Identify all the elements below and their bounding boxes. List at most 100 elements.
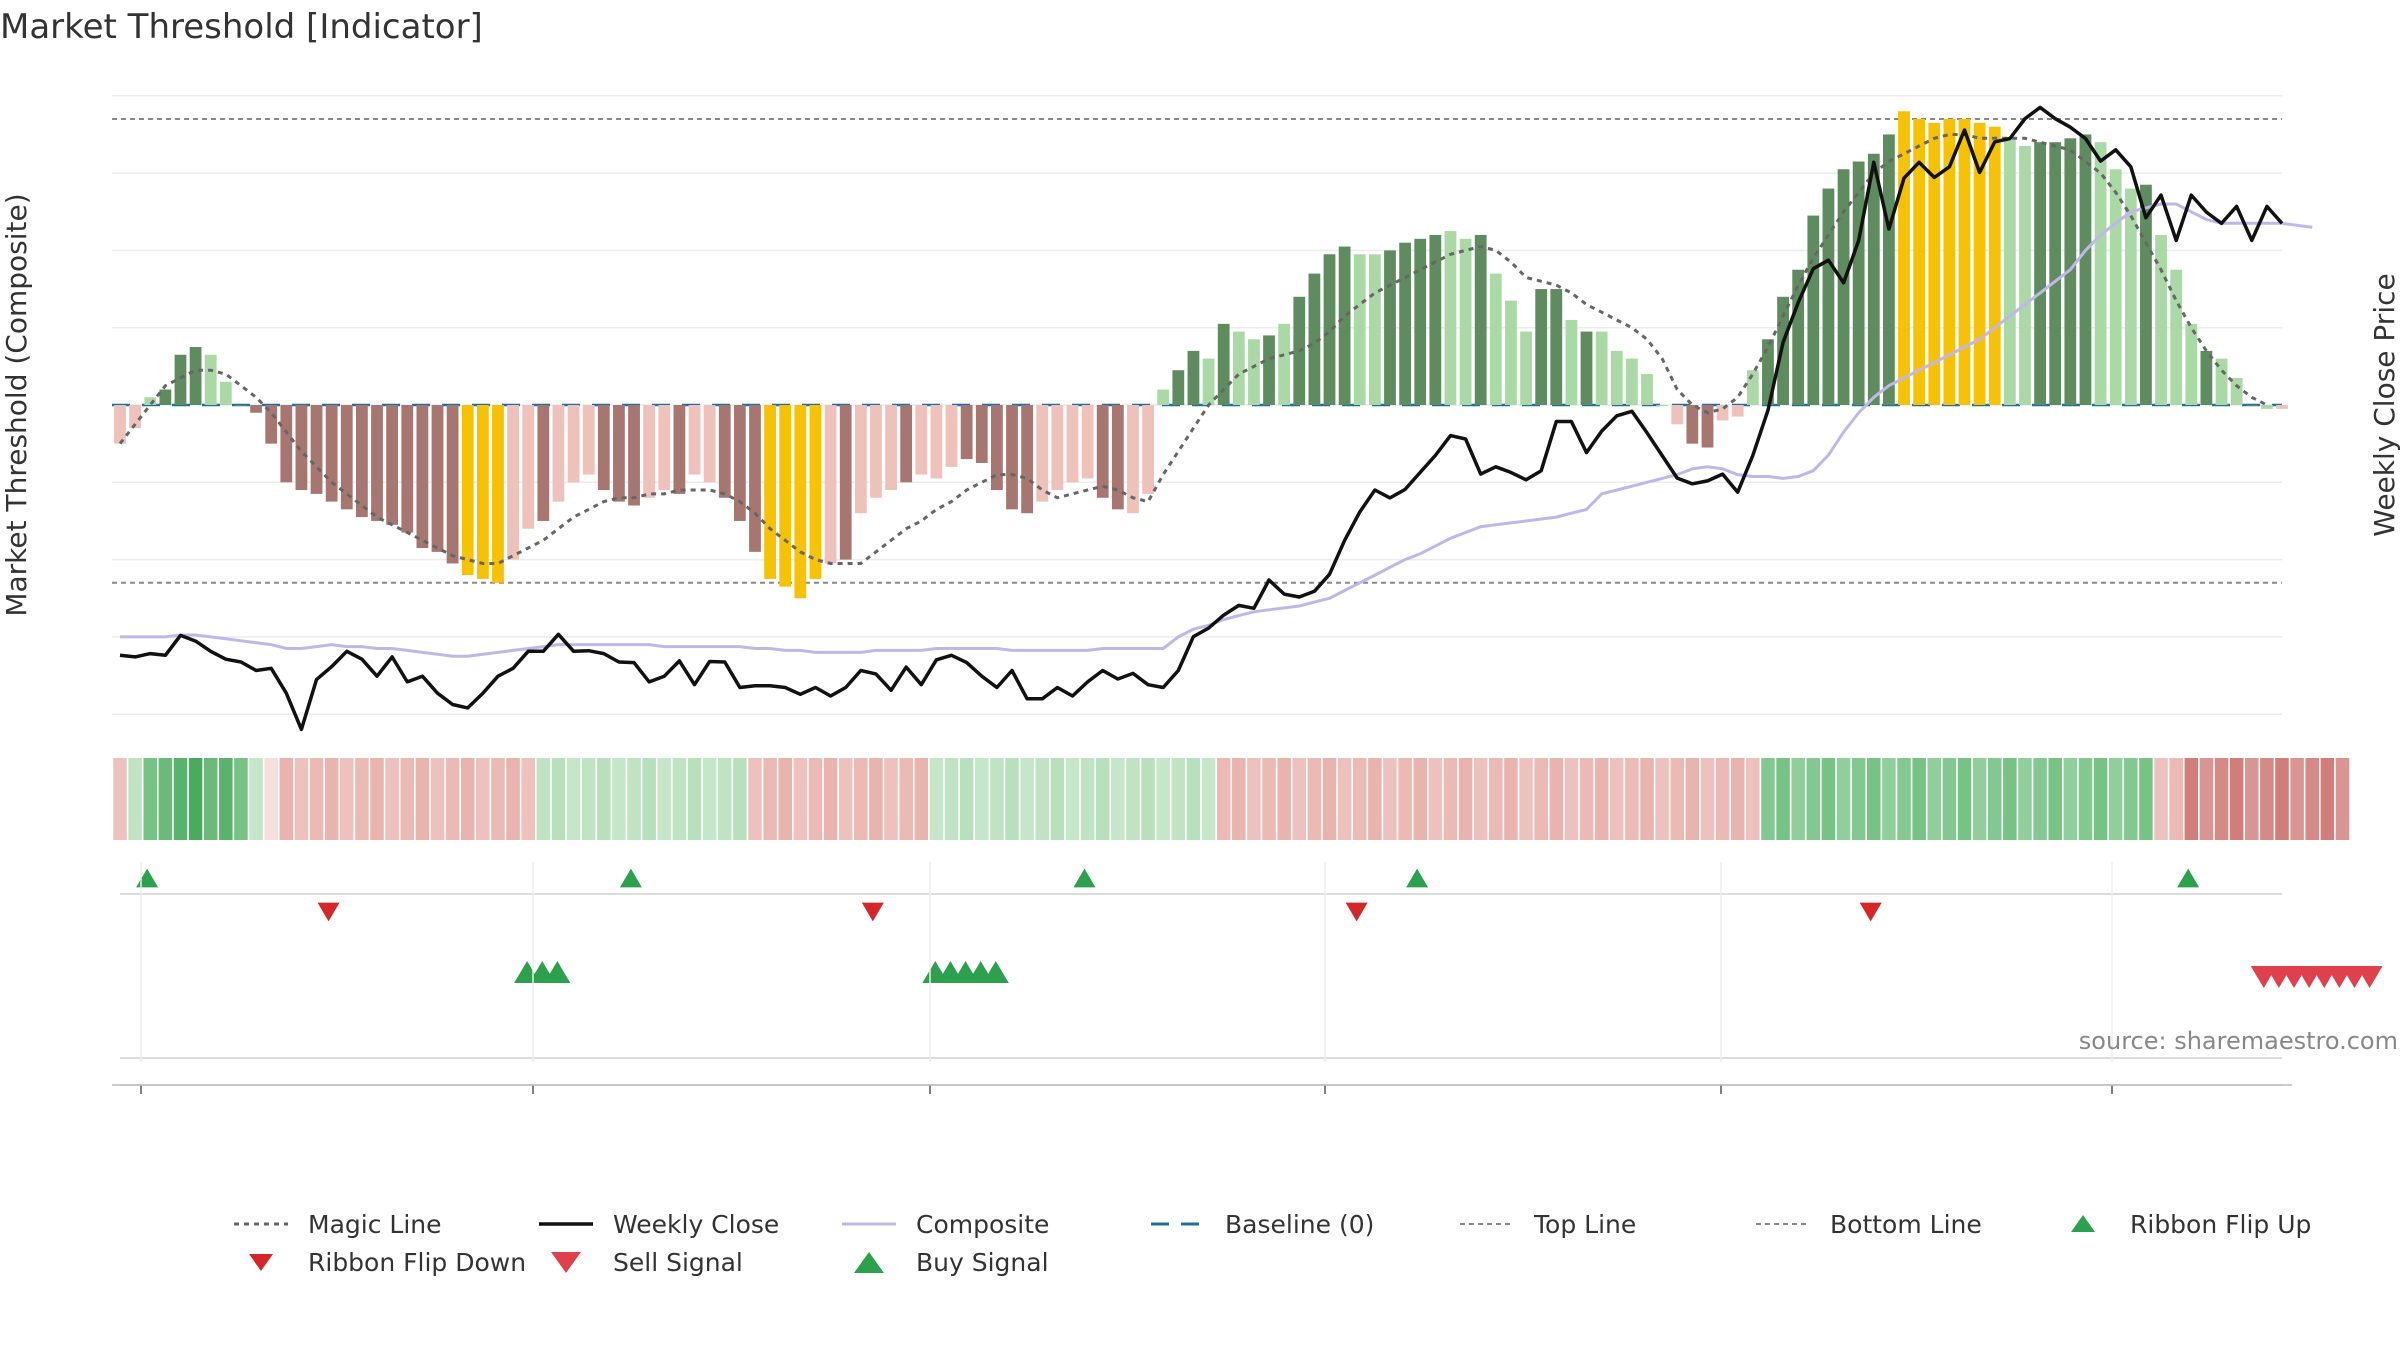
composite-bar xyxy=(975,405,988,463)
ribbon-cell xyxy=(370,758,384,840)
composite-bar xyxy=(1535,289,1548,405)
ribbon-cell xyxy=(2335,758,2350,840)
composite-bar xyxy=(476,405,489,579)
ribbon-cell xyxy=(2184,758,2199,840)
composite-bar xyxy=(930,405,943,479)
ribbon-cell xyxy=(763,758,777,840)
composite-bar xyxy=(960,405,973,460)
ribbon-cell xyxy=(1095,758,1110,840)
ribbon-cell xyxy=(521,758,535,840)
ribbon-cell xyxy=(1519,758,1533,840)
composite-bar xyxy=(2049,142,2062,405)
ribbon-cell xyxy=(702,758,717,840)
legend-item-magic-line: Magic Line xyxy=(230,1206,442,1242)
ribbon-cell xyxy=(551,758,566,840)
ribbon-cell xyxy=(1368,758,1382,840)
ribbon-cell xyxy=(1987,758,2002,840)
composite-bar xyxy=(2276,405,2288,409)
composite-bar xyxy=(2019,146,2031,406)
composite-bar xyxy=(779,405,792,587)
composite-bar xyxy=(1081,405,1094,479)
composite-bar xyxy=(2003,138,2016,405)
legend-symbol-baseline xyxy=(1147,1206,1209,1242)
composite-bar xyxy=(1520,331,1532,405)
ribbon-cell xyxy=(1111,758,1125,840)
composite-bar xyxy=(2124,188,2137,405)
ribbon-cell xyxy=(1882,758,1896,840)
legend-label: Sell Signal xyxy=(613,1247,743,1277)
legend-item-buy-signal: Buy Signal xyxy=(838,1244,1049,1280)
ribbon-cell xyxy=(1564,758,1579,840)
ribbon-cell xyxy=(929,758,944,840)
composite-bar xyxy=(1777,296,1789,405)
ribbon-cell xyxy=(1035,758,1050,840)
composite-bar xyxy=(1096,405,1109,498)
legend-item-ribbon-flip-up: Ribbon Flip Up xyxy=(2052,1206,2311,1242)
ribbon-cell xyxy=(612,758,626,840)
composite-bar xyxy=(1671,405,1684,425)
ribbon-cell xyxy=(884,758,898,840)
composite-bar xyxy=(749,405,761,552)
ribbon-cell xyxy=(158,758,173,840)
legend-symbol-ribbon-flip-up xyxy=(2052,1206,2114,1242)
ribbon-cell xyxy=(128,758,142,840)
legend-item-weekly-close: Weekly Close xyxy=(535,1206,779,1242)
ribbon-cell xyxy=(1761,758,1775,840)
ribbon-cell xyxy=(1352,758,1367,840)
composite-bar xyxy=(733,405,746,521)
ribbon-cell xyxy=(1413,758,1427,840)
ribbon-cell xyxy=(1383,758,1397,840)
composite-bar xyxy=(1248,339,1260,405)
ribbon-cell xyxy=(1504,758,1518,840)
ribbon-cell xyxy=(1126,758,1140,840)
composite-bar xyxy=(2034,142,2046,405)
ribbon-cell xyxy=(324,758,339,840)
ribbon-cell xyxy=(1776,758,1790,840)
composite-bar xyxy=(1580,331,1593,405)
composite-bar xyxy=(643,405,656,498)
series-lines xyxy=(118,105,2313,732)
ribbon-flip-down-marker xyxy=(1345,902,1368,922)
composite-bar xyxy=(1822,188,1835,405)
ribbon-flip-up-marker xyxy=(2177,868,2200,888)
composite-bar xyxy=(1217,323,1230,405)
legend-label: Bottom Line xyxy=(1830,1209,1982,1239)
ribbon-cell xyxy=(143,758,157,840)
ribbon-cell xyxy=(2078,758,2093,840)
composite-bar xyxy=(2200,350,2213,405)
composite-bar xyxy=(1263,335,1275,405)
composite-bar xyxy=(2155,234,2167,405)
composite-bar xyxy=(2230,377,2243,405)
composite-bar xyxy=(2185,323,2198,405)
ribbon-cell xyxy=(975,758,989,840)
ribbon-cell xyxy=(279,758,294,840)
composite-bar xyxy=(870,405,882,498)
composite-bar xyxy=(1368,254,1381,405)
ribbon-cell xyxy=(1927,758,1942,840)
composite-bar xyxy=(1338,246,1351,405)
ribbon-cell xyxy=(1216,758,1231,840)
ribbon-cell xyxy=(869,758,883,840)
ribbon-cell xyxy=(234,758,248,840)
composite-bar xyxy=(628,405,640,506)
ribbon-cell xyxy=(854,758,868,840)
ribbon-cell xyxy=(944,758,959,840)
ribbon-cell xyxy=(838,758,853,840)
composite-bar xyxy=(1142,405,1154,494)
ribbon-cell xyxy=(1020,758,1034,840)
ribbon-cell xyxy=(415,758,430,840)
composite-bars xyxy=(114,111,2288,599)
ribbon-cell xyxy=(2154,758,2168,840)
legend-item-ribbon-flip-down: Ribbon Flip Down xyxy=(230,1244,526,1280)
ribbon-cell xyxy=(113,758,127,840)
ribbon-cell xyxy=(1534,758,1548,840)
ribbon-cell xyxy=(1171,758,1186,840)
composite-bar xyxy=(310,405,323,494)
buy-signal-marker xyxy=(544,960,571,984)
ribbon-cell xyxy=(1277,758,1291,840)
ribbon-cell xyxy=(657,758,672,840)
sell-signal-marker xyxy=(2356,965,2383,989)
ribbon-cell xyxy=(476,758,490,840)
composite-bar xyxy=(1625,358,1638,405)
